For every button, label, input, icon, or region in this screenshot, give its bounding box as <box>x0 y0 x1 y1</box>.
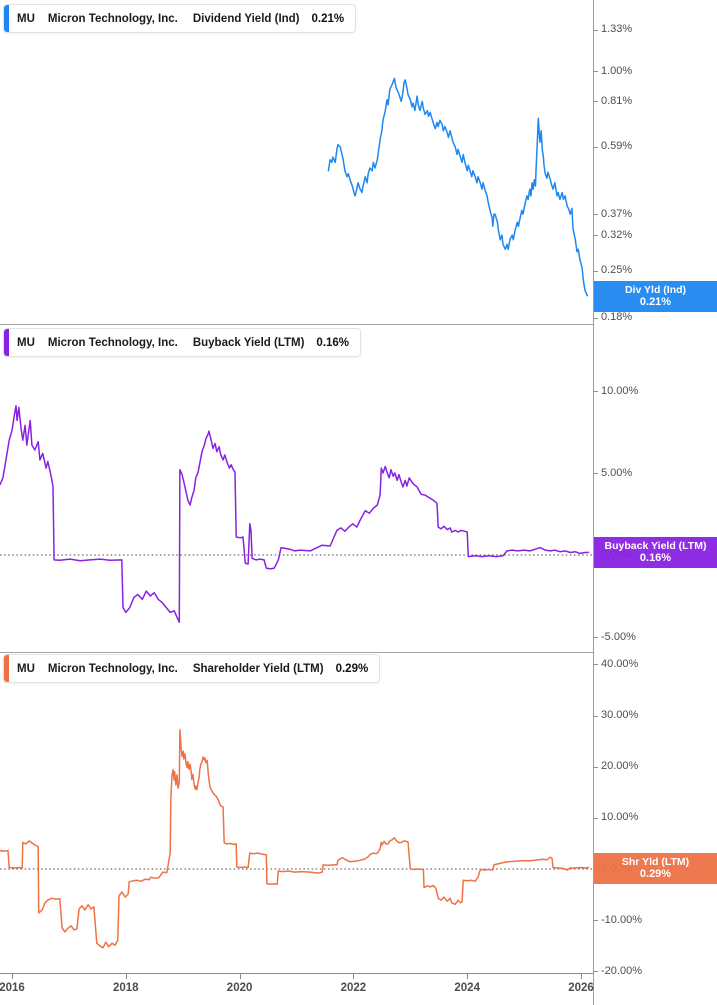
badge-value: 0.29% <box>639 867 672 880</box>
x-axis-year-label: 2018 <box>113 982 139 994</box>
y-axis-tick <box>593 101 598 103</box>
badge-value: 0.16% <box>639 552 672 565</box>
x-axis-year-label: 2016 <box>0 982 25 994</box>
y-axis-tick <box>593 637 598 638</box>
y-axis-label: 0.32% <box>601 228 633 241</box>
series-color-bar <box>4 5 9 32</box>
chart-row-buyback-yield[interactable] <box>0 324 717 652</box>
x-axis-year-label: 2024 <box>454 982 480 994</box>
metric-label: Buyback Yield (LTM) <box>192 336 305 349</box>
y-axis-label: 1.00% <box>601 64 633 77</box>
x-axis-year-label: 2020 <box>226 982 253 994</box>
chart-row-dividend-yield[interactable] <box>0 0 717 324</box>
y-axis-tick <box>593 29 598 31</box>
y-axis-tick <box>593 766 598 768</box>
metric-value: 0.29% <box>335 662 369 675</box>
y-axis-label: 10.00% <box>601 811 639 824</box>
x-axis-tick <box>125 973 127 979</box>
y-axis-label: 40.00% <box>601 657 639 670</box>
badge-label: Div Yld (Ind) <box>624 283 687 296</box>
badge-label: Buyback Yield (LTM) <box>604 540 707 553</box>
y-axis-tick <box>593 715 598 717</box>
y-axis-tick <box>593 270 598 272</box>
series-legend-buyback-yield[interactable]: MU Micron Technology, Inc. Buyback Yield… <box>3 328 362 357</box>
metric-value: 0.21% <box>311 12 345 25</box>
y-axis-tick <box>593 214 598 216</box>
y-axis-tick <box>593 317 598 319</box>
last-value-badge-buyback-yield: Buyback Yield (LTM) 0.16% <box>594 537 717 569</box>
y-axis-label: -5.00% <box>601 630 636 643</box>
y-axis-label: 20.00% <box>601 760 639 773</box>
y-axis-label: 0.59% <box>601 140 633 153</box>
plot-area-buyback-yield[interactable] <box>0 324 593 652</box>
x-axis-baseline <box>0 973 593 974</box>
x-axis-tick <box>353 973 355 979</box>
chart-line-shareholder-yield <box>0 729 590 949</box>
y-axis-tick <box>593 664 598 666</box>
x-axis-tick <box>12 973 13 979</box>
company-label: Micron Technology, Inc. <box>47 336 178 349</box>
y-axis-tick <box>593 391 598 392</box>
chart-line-buyback-yield <box>0 405 590 623</box>
y-axis-label: -10.00% <box>601 913 642 926</box>
row-divider <box>0 324 593 325</box>
row-divider <box>0 652 593 653</box>
badge-label: Shr Yld (LTM) <box>621 855 690 868</box>
x-axis-year-label: 2022 <box>340 982 367 994</box>
y-axis-tick <box>593 473 598 474</box>
plot-area-dividend-yield[interactable] <box>0 0 593 324</box>
metric-label: Dividend Yield (Ind) <box>192 12 300 25</box>
y-axis-label: 0.18% <box>601 311 633 324</box>
plot-area-shareholder-yield[interactable] <box>0 652 593 973</box>
company-label: Micron Technology, Inc. <box>47 12 178 25</box>
y-axis-line <box>593 0 594 1005</box>
chart-row-shareholder-yield[interactable] <box>0 652 717 973</box>
last-value-badge-shareholder-yield: Shr Yld (LTM) 0.29% <box>594 852 717 884</box>
ticker-label: MU <box>17 12 35 25</box>
y-axis-label: 0.37% <box>601 207 633 220</box>
series-legend-dividend-yield[interactable]: MU Micron Technology, Inc. Dividend Yiel… <box>3 4 357 33</box>
metric-value: 0.16% <box>316 336 350 349</box>
x-axis-tick <box>239 973 241 979</box>
y-axis-tick <box>593 146 598 148</box>
y-axis-label: 10.00% <box>601 384 639 397</box>
y-axis-tick <box>593 235 598 237</box>
series-color-bar <box>4 329 9 356</box>
y-axis-tick <box>593 71 598 72</box>
y-axis-label: 0.81% <box>601 94 633 107</box>
ticker-label: MU <box>17 662 35 675</box>
y-axis-label: -20.00% <box>601 964 642 977</box>
company-label: Micron Technology, Inc. <box>47 662 178 675</box>
series-legend-shareholder-yield[interactable]: MU Micron Technology, Inc. Shareholder Y… <box>3 654 381 683</box>
y-axis-label: 1.33% <box>601 23 633 36</box>
badge-value: 0.21% <box>639 295 672 308</box>
x-axis-year-label: 2026 <box>568 982 594 994</box>
y-axis-label: 5.00% <box>601 466 633 479</box>
y-axis-tick <box>593 971 598 973</box>
y-axis-label: 0.25% <box>601 264 633 277</box>
ticker-label: MU <box>17 336 35 349</box>
y-axis-tick <box>593 817 598 819</box>
y-axis-tick <box>593 920 598 922</box>
series-color-bar <box>4 655 9 682</box>
metric-label: Shareholder Yield (LTM) <box>192 662 324 675</box>
last-value-badge-dividend-yield: Div Yld (Ind) 0.21% <box>594 280 717 312</box>
chart-line-dividend-yield <box>327 77 589 297</box>
x-axis-tick <box>581 973 582 979</box>
x-axis-tick <box>467 973 469 979</box>
y-axis-label: 30.00% <box>601 709 639 722</box>
